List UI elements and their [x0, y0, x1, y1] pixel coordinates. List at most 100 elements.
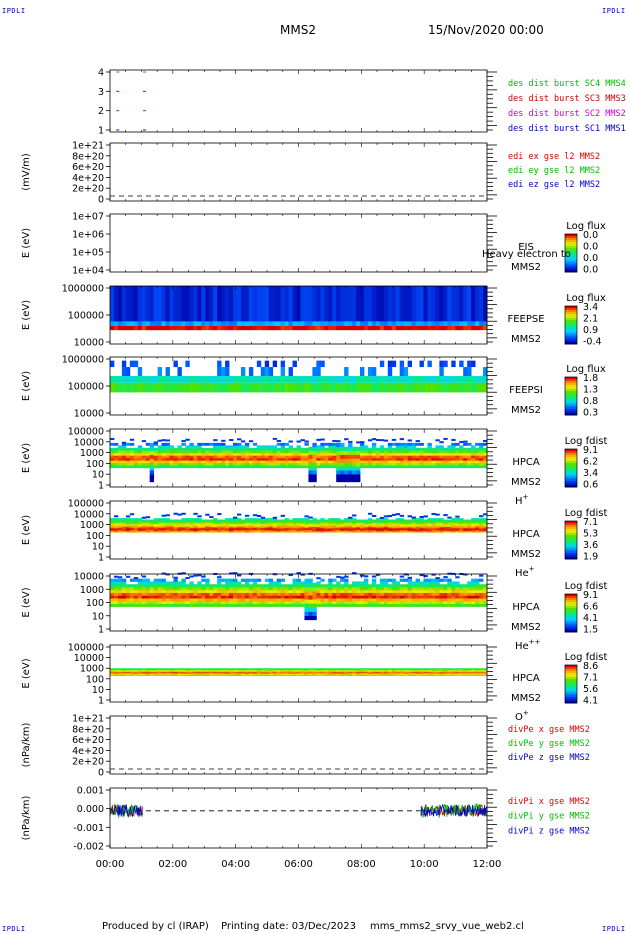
hpca_hplus-cell	[264, 450, 270, 454]
hpca_hplus-cell	[248, 462, 254, 466]
hpca_heplusplus-cell	[411, 598, 416, 602]
hpca_heplusplus-cell	[375, 586, 381, 591]
hpca_heplus-cell	[328, 523, 333, 526]
hpca_hplus-cell	[229, 465, 234, 469]
hpca_oplus-cell	[217, 668, 222, 671]
hpca_heplusplus-cell	[221, 592, 226, 596]
hpca_heplusplus-cell	[133, 603, 139, 607]
hpca_hplus-cell	[153, 457, 159, 461]
hpca_heplus-cell	[435, 526, 440, 529]
hpca_heplus-cell	[352, 527, 357, 530]
hpca_heplus-cell	[256, 519, 262, 522]
hpca_hplus-cell	[324, 462, 329, 466]
hpca_heplusplus-cell	[153, 584, 159, 588]
hpca_heplus-colorbar-frame	[564, 520, 578, 560]
hpca_heplusplus-cell	[375, 573, 381, 576]
hpca_oplus-cell	[371, 674, 377, 677]
hpca_heplusplus-cell	[459, 603, 464, 607]
hpca_heplusplus-cell	[447, 603, 452, 607]
hpca_oplus-cell	[185, 674, 190, 677]
hpca_heplus-cell	[375, 526, 381, 529]
hpca_heplus-cell	[352, 523, 357, 526]
feepse-cell	[304, 321, 309, 326]
hpca_heplusplus-cell	[407, 584, 412, 588]
hpca_hplus-cell	[419, 442, 424, 446]
hpca_heplusplus-cell	[391, 595, 397, 599]
hpca_hplus-cell	[463, 442, 468, 446]
hpca_hplus-cell	[483, 455, 488, 459]
hpca_heplus-species-label: He+	[515, 565, 535, 579]
feepse-cell	[356, 321, 361, 326]
hpca_hplus-cell	[201, 457, 206, 461]
hpca_heplus-cell	[403, 519, 409, 522]
feepsi-cell	[371, 382, 377, 393]
feepse-cell	[268, 321, 274, 326]
hpca_oplus-cell	[443, 673, 448, 675]
hpca_heplus-cell	[479, 523, 484, 526]
hpca_oplus-cell	[189, 673, 194, 675]
hpca_heplusplus-cell	[344, 592, 349, 596]
hpca_oplus-cell	[340, 672, 345, 674]
hpca_heplusplus-cell	[288, 586, 293, 591]
hpca_hplus-cell	[256, 445, 262, 449]
hpca_heplus-cell	[435, 527, 440, 530]
hpca_hplus-cell	[292, 460, 297, 464]
hpca_heplusplus-cell	[133, 592, 139, 596]
hpca_heplus-cell	[407, 522, 412, 525]
hpca_hplus-cell	[427, 460, 432, 464]
hpca_hplus-cell	[431, 465, 436, 469]
hpca_hplus-cell	[133, 460, 139, 464]
hpca_oplus-cell	[363, 674, 369, 676]
hpca_heplusplus-cell	[225, 589, 230, 593]
eis-colorbar-tick-label: 0.0	[583, 242, 598, 253]
hpca_oplus-cell	[431, 668, 436, 671]
feepsi-cell	[117, 382, 123, 393]
hpca_oplus-cell	[387, 672, 393, 674]
hpca_heplus-cell	[451, 522, 456, 525]
hpca_oplus-cell	[236, 674, 242, 676]
hpca_heplusplus-cell	[153, 586, 159, 591]
hpca_heplusplus-cell	[113, 581, 119, 585]
hpca_hplus-cell	[296, 455, 301, 459]
hpca_heplus-cell	[336, 523, 341, 526]
hpca_oplus-cell	[280, 674, 286, 676]
hpca_heplusplus-cell	[181, 578, 186, 582]
hpca_hplus-cell	[173, 450, 178, 454]
hpca_heplus-cell	[415, 525, 420, 527]
feepse-cell	[296, 321, 301, 326]
hpca_heplus-cell	[149, 530, 155, 533]
hpca_heplus-cell	[399, 530, 405, 533]
hpca_heplusplus-cell	[161, 595, 166, 599]
feepsi-cell	[260, 367, 266, 377]
hpca_oplus-cell	[296, 670, 301, 672]
hpca_oplus-cell	[217, 674, 222, 676]
hpca_heplus-cell	[363, 522, 369, 525]
hpca_heplusplus-cell	[244, 598, 250, 602]
hpca_oplus-cell	[320, 668, 325, 670]
hpca_heplusplus-y-tick-label: 1000	[80, 585, 104, 596]
hpca_hplus-cell	[209, 447, 214, 451]
hpca_heplusplus-cell	[395, 589, 401, 593]
hpca_heplus-cell	[483, 520, 488, 523]
hpca_heplusplus-cell	[300, 589, 305, 593]
hpca_hplus-cell	[153, 465, 159, 469]
hpca_heplusplus-cell	[467, 603, 472, 607]
hpca_heplus-cell	[260, 529, 266, 532]
hpca_heplus-cell	[133, 529, 139, 532]
hpca_heplus-cell	[324, 522, 329, 525]
hpca_heplus-cell	[383, 527, 389, 530]
hpca_hplus-cell	[177, 452, 182, 456]
hpca_heplusplus-cell	[288, 598, 293, 602]
hpca_heplusplus-cell	[304, 578, 309, 584]
hpca_heplusplus-cell	[117, 581, 123, 585]
hpca_hplus-cell	[264, 445, 270, 449]
hpca_heplus-cell	[272, 527, 278, 530]
feepse-cell	[209, 321, 214, 326]
eis-colorbar-cell	[565, 270, 577, 273]
hpca_hplus-cell	[145, 450, 151, 454]
hpca_oplus-cell	[181, 673, 186, 675]
hpca_heplusplus-cell	[296, 592, 301, 596]
hpca_heplus-cell	[209, 519, 214, 522]
hpca_hplus-cell	[197, 442, 202, 446]
hpca_oplus-cell	[280, 673, 286, 675]
